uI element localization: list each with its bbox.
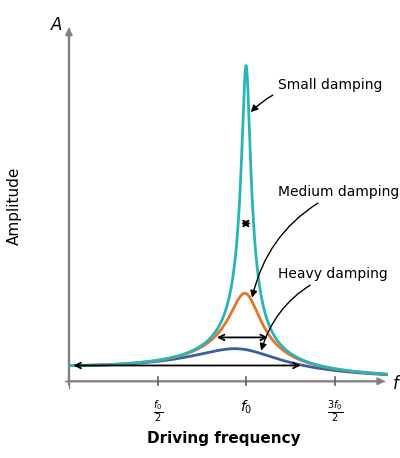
- Text: $A$: $A$: [50, 16, 64, 33]
- Text: Medium damping: Medium damping: [251, 185, 399, 296]
- Text: $f$: $f$: [392, 375, 400, 393]
- Text: Amplitude: Amplitude: [6, 167, 22, 245]
- Text: $\frac{3f_0}{2}$: $\frac{3f_0}{2}$: [327, 398, 343, 424]
- Text: $\frac{f_0}{2}$: $\frac{f_0}{2}$: [152, 398, 162, 424]
- Text: $f_0$: $f_0$: [240, 398, 252, 416]
- Text: Small damping: Small damping: [252, 77, 382, 111]
- Text: Driving frequency: Driving frequency: [147, 431, 301, 447]
- Text: Heavy damping: Heavy damping: [260, 267, 388, 349]
